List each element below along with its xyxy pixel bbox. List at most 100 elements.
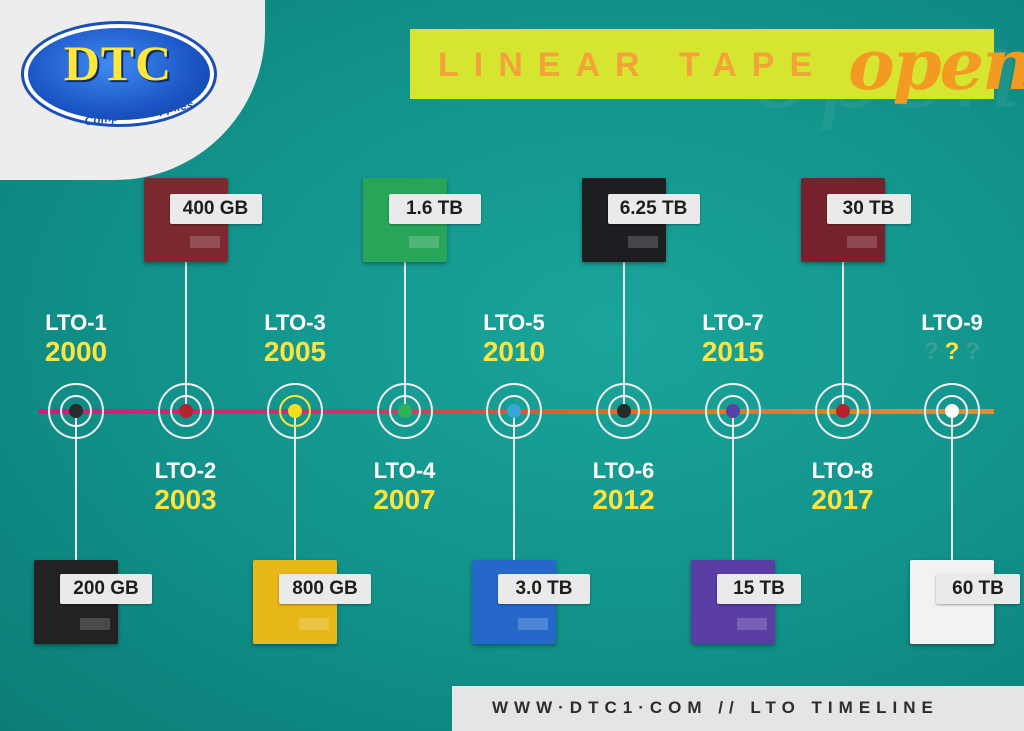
cartridge-label-window (408, 236, 439, 248)
dtc-logo: DTC Computer Supplies (28, 28, 216, 132)
node-inner-ring (60, 395, 92, 427)
node-dot (616, 404, 631, 418)
capacity-badge: 1.6 TB (388, 194, 481, 224)
generation-name: LTO-2 (154, 458, 217, 483)
footer-bar: WWW·DTC1·COM // LTO TIMELINE (452, 686, 1024, 731)
generation-name: LTO-1 (45, 310, 107, 335)
release-year: 2000 (44, 336, 108, 367)
connector-line (622, 262, 625, 411)
release-year-unknown: ??? (882, 338, 1022, 366)
generation-label: LTO-6 2012 (554, 458, 694, 516)
node-dot (507, 404, 521, 418)
timeline-node (924, 383, 980, 439)
release-year: 2003 (154, 484, 217, 515)
capacity-badge: 3.0 TB (498, 574, 590, 604)
timeline-node (705, 383, 761, 439)
timeline-node (486, 383, 542, 439)
connector-line (513, 411, 515, 571)
node-outer-ring (486, 383, 542, 439)
generation-name: LTO-6 (592, 458, 655, 483)
generation-label: LTO-3 2005 (225, 310, 365, 368)
generation-label: LTO-8 2017 (773, 458, 913, 516)
capacity-badge: 6.25 TB (607, 194, 700, 224)
cartridge-label-window (627, 236, 658, 248)
cartridge-label-window (80, 618, 110, 630)
node-dot (726, 404, 740, 418)
generation-name: LTO-3 (264, 310, 326, 335)
generation-name: LTO-8 (811, 458, 874, 483)
generation-label: LTO-4 2007 (335, 458, 475, 516)
connector-line (184, 262, 187, 411)
connector-line (294, 411, 296, 571)
node-dot (288, 404, 302, 418)
capacity-badge: 200 GB (60, 574, 152, 604)
node-inner-ring (717, 395, 749, 427)
cartridge-label-window (956, 618, 986, 630)
capacity-badge: 15 TB (717, 574, 801, 604)
node-outer-ring (924, 383, 980, 439)
timeline-node (48, 383, 104, 439)
node-outer-ring (48, 383, 104, 439)
cartridge-label-window (737, 618, 767, 630)
banner-script-word: open (848, 23, 1024, 106)
timeline-node (595, 383, 652, 439)
node-outer-ring (705, 383, 761, 439)
node-inner-ring (169, 395, 202, 427)
node-outer-ring (814, 383, 871, 439)
timeline-node (814, 383, 871, 439)
connector-line (75, 411, 77, 571)
node-inner-ring (607, 395, 640, 427)
node-outer-ring (595, 383, 652, 439)
node-inner-ring (498, 395, 530, 427)
footer-text: WWW·DTC1·COM // LTO TIMELINE (492, 698, 939, 717)
connector-line (403, 262, 406, 411)
node-outer-ring (267, 383, 323, 439)
node-outer-ring (157, 383, 214, 439)
release-year: 2017 (811, 484, 874, 515)
node-dot (835, 404, 850, 418)
connector-line (732, 411, 734, 571)
node-inner-ring (388, 395, 421, 427)
connector-line (841, 262, 844, 411)
capacity-badge: 60 TB (936, 574, 1020, 604)
node-inner-ring (826, 395, 859, 427)
cartridge-label-window (299, 618, 329, 630)
question-mark: ? (965, 338, 980, 365)
release-year: 2007 (373, 484, 436, 515)
generation-label: LTO-7 2015 (663, 310, 803, 368)
node-inner-ring (279, 395, 311, 427)
node-dot (178, 404, 193, 418)
banner-title: LINEAR TAPE (438, 46, 828, 84)
generation-label: LTO-1 2000 (6, 310, 146, 368)
timeline-node (376, 383, 433, 439)
generation-name: LTO-4 (373, 458, 436, 483)
timeline-node (157, 383, 214, 439)
generation-label: LTO-5 2010 (444, 310, 584, 368)
generation-name: LTO-9 (921, 310, 983, 335)
generation-name: LTO-5 (483, 310, 545, 335)
question-mark: ? (944, 338, 960, 365)
node-outer-ring (376, 383, 433, 439)
cartridge-label-window (518, 618, 548, 630)
release-year: 2012 (592, 484, 655, 515)
timeline-node (267, 383, 323, 439)
node-inner-ring (936, 395, 968, 427)
cartridge-label-window (189, 236, 220, 248)
cartridge-label-window (846, 236, 877, 248)
logo-oval (28, 28, 210, 120)
node-dot (69, 404, 83, 418)
question-mark: ? (923, 338, 939, 365)
capacity-badge: 400 GB (169, 194, 262, 224)
generation-label: LTO-9??? (882, 310, 1022, 366)
connector-line (951, 411, 953, 571)
release-year: 2005 (263, 336, 327, 367)
generation-label: LTO-2 2003 (116, 458, 256, 516)
generation-name: LTO-7 (702, 310, 764, 335)
node-dot (945, 404, 959, 418)
node-dot (397, 404, 412, 418)
title-banner: LINEAR TAPE open (410, 23, 1024, 106)
capacity-badge: 800 GB (279, 574, 371, 604)
capacity-badge: 30 TB (826, 194, 911, 224)
release-year: 2010 (482, 336, 546, 367)
